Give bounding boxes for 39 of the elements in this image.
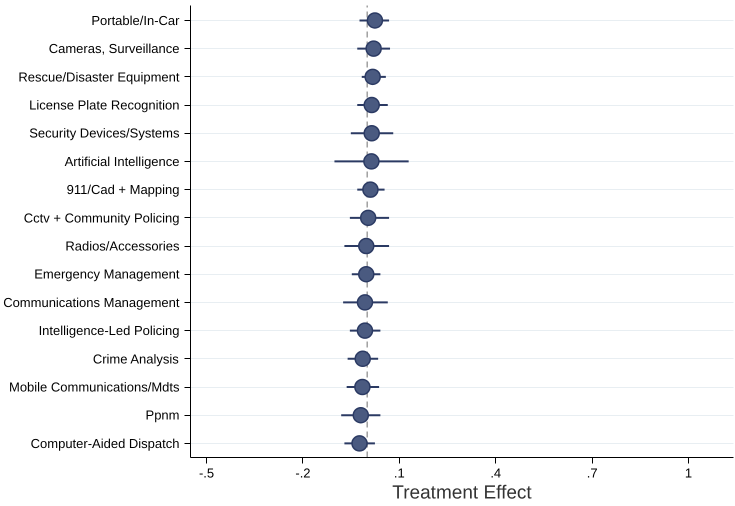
y-tick-label: Emergency Management: [34, 266, 180, 282]
x-tick-label: .7: [586, 466, 598, 480]
point: [366, 12, 384, 29]
point: [354, 378, 371, 396]
x-tick-label: -.2: [295, 466, 311, 480]
y-tick-label: Communications Management: [3, 294, 180, 310]
x-axis-title: Treatment Effect: [392, 482, 532, 504]
y-tick-label: Cameras, Surveillance: [48, 41, 180, 56]
y-tick-label: Radios/Accessories: [65, 238, 180, 254]
x-tick-label: -.5: [198, 466, 214, 480]
y-tick-label: 911/Cad + Mapping: [66, 182, 180, 198]
y-tick-label: Cctv + Community Policing: [24, 210, 180, 226]
y-tick-label: Security Devices/Systems: [29, 126, 180, 141]
y-tick-label: Computer-Aided Dispatch: [30, 436, 180, 451]
point: [356, 294, 374, 311]
point: [360, 210, 376, 226]
y-tick-label: Mobile Communications/Mdts: [8, 380, 180, 395]
point: [358, 238, 374, 254]
point: [363, 125, 380, 142]
x-tick-label: .4: [490, 466, 502, 480]
x-tick-label: 1: [684, 466, 692, 480]
point: [356, 322, 374, 339]
point: [363, 96, 380, 114]
y-tick-label: Crime Analysis: [92, 351, 180, 366]
y-tick-label: License Plate Recognition: [29, 98, 180, 113]
y-tick-label: Portable/In-Car: [91, 12, 180, 28]
y-tick-label: Artificial Intelligence: [64, 154, 180, 169]
y-tick-label: Intelligence-Led Policing: [38, 323, 180, 338]
point: [354, 350, 371, 368]
point: [358, 266, 374, 282]
x-tick-label: .1: [394, 466, 405, 480]
point: [352, 406, 370, 424]
point: [365, 40, 382, 57]
y-tick-label: Rescue/Disaster Equipment: [18, 69, 180, 84]
point: [362, 181, 379, 198]
point: [351, 435, 368, 452]
y-tick-label: Ppnm: [146, 408, 180, 423]
point: [364, 68, 381, 86]
point: [363, 153, 380, 170]
